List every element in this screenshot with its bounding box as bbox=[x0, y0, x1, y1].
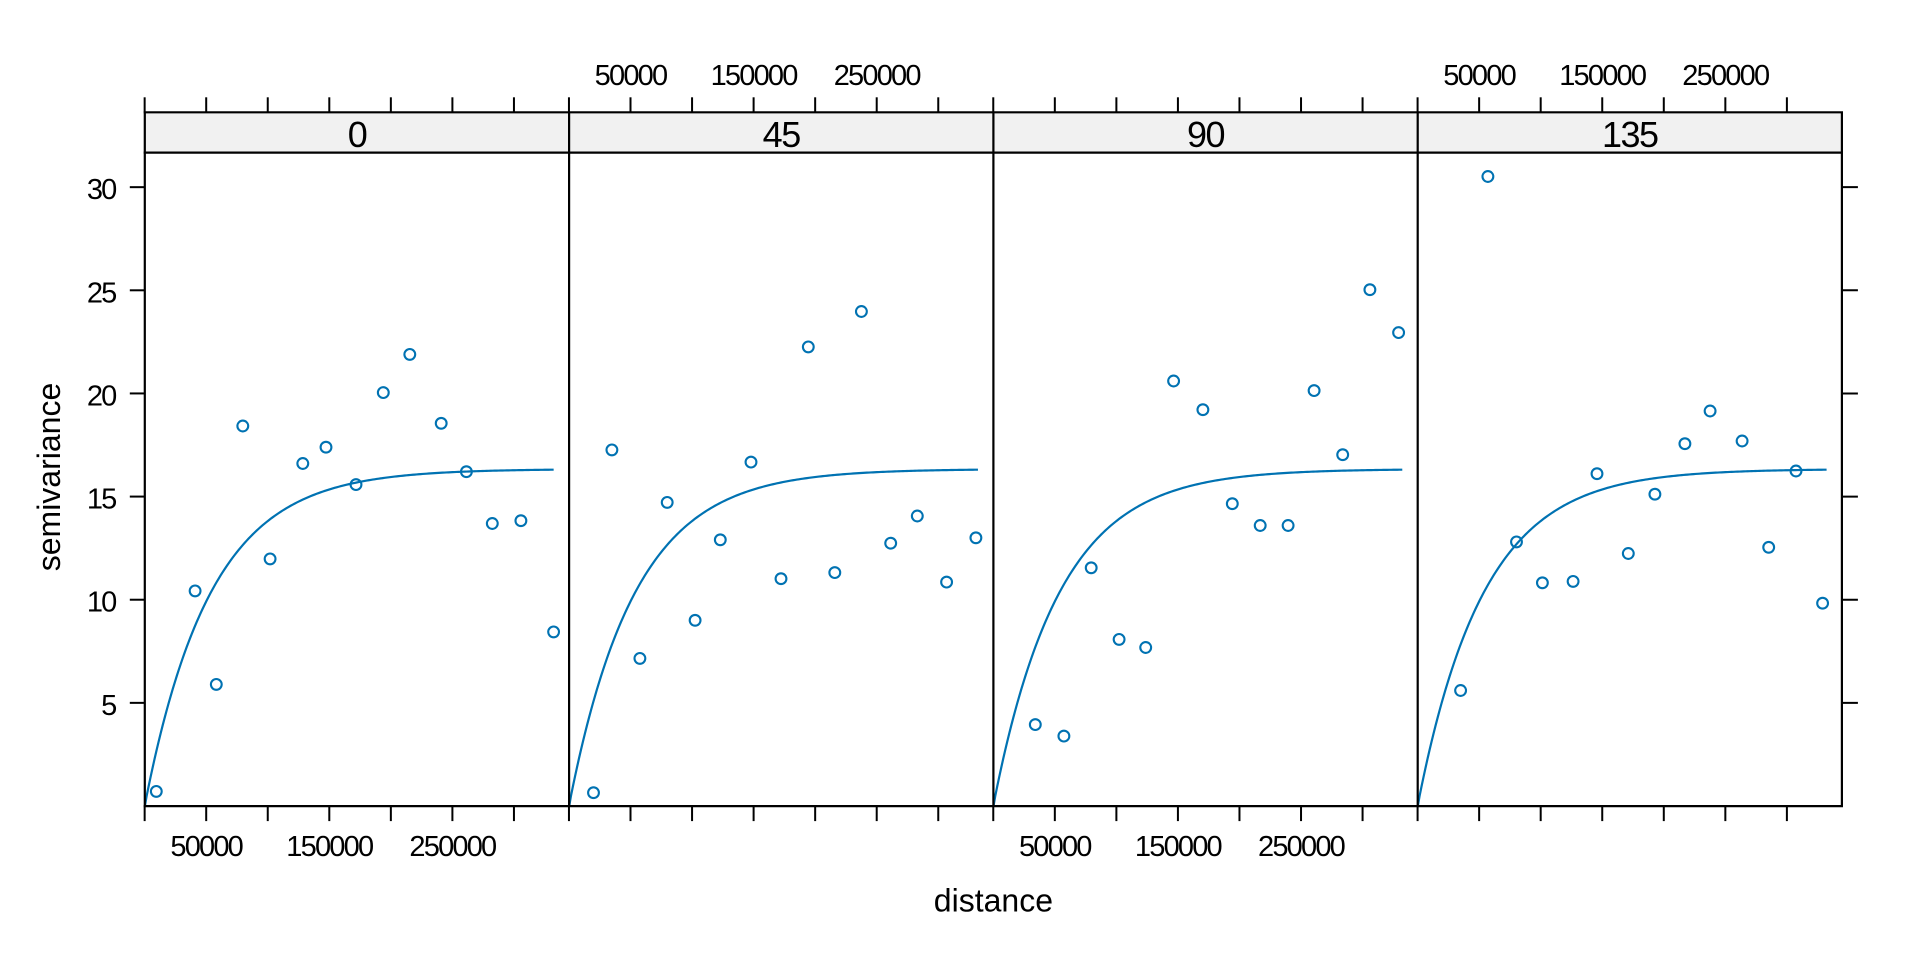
svg-text:50000: 50000 bbox=[170, 831, 242, 863]
svg-text:45: 45 bbox=[763, 114, 801, 155]
svg-text:135: 135 bbox=[1602, 114, 1658, 155]
svg-text:10: 10 bbox=[87, 587, 116, 619]
svg-text:50000: 50000 bbox=[1443, 60, 1515, 92]
svg-text:150000: 150000 bbox=[286, 831, 373, 863]
svg-text:20: 20 bbox=[87, 380, 116, 412]
svg-text:250000: 250000 bbox=[834, 60, 921, 92]
svg-text:15: 15 bbox=[87, 484, 116, 516]
svg-text:30: 30 bbox=[87, 174, 116, 206]
svg-text:50000: 50000 bbox=[595, 60, 667, 92]
svg-text:250000: 250000 bbox=[1682, 60, 1769, 92]
svg-text:250000: 250000 bbox=[409, 831, 496, 863]
svg-text:0: 0 bbox=[348, 114, 367, 155]
svg-text:50000: 50000 bbox=[1019, 831, 1091, 863]
svg-text:150000: 150000 bbox=[711, 60, 798, 92]
svg-text:150000: 150000 bbox=[1559, 60, 1646, 92]
svg-text:25: 25 bbox=[87, 277, 116, 309]
svg-text:90: 90 bbox=[1187, 114, 1225, 155]
svg-text:semivariance: semivariance bbox=[31, 383, 67, 572]
svg-text:250000: 250000 bbox=[1258, 831, 1345, 863]
svg-text:150000: 150000 bbox=[1135, 831, 1222, 863]
svg-text:distance: distance bbox=[934, 883, 1053, 919]
svg-text:5: 5 bbox=[101, 690, 116, 722]
